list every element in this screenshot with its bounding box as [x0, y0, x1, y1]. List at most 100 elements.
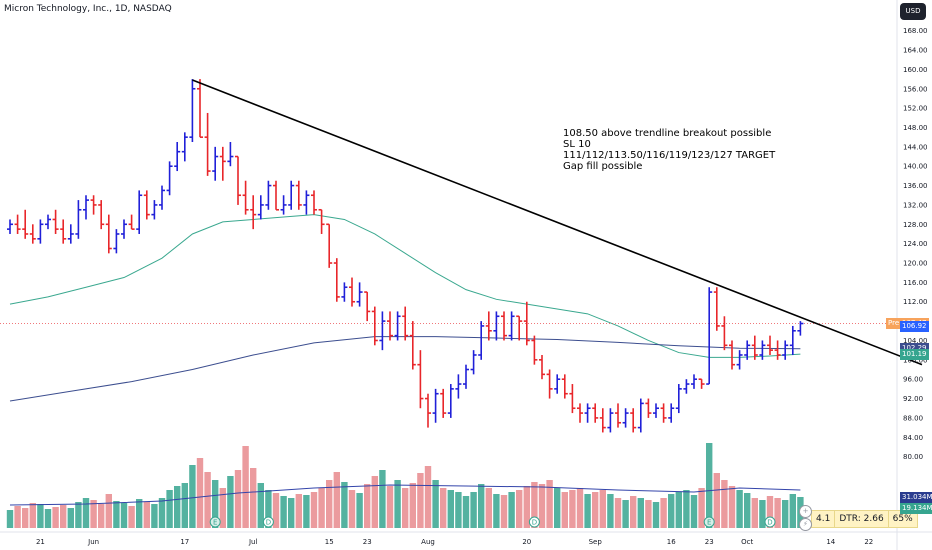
volume-tag: 31.034M: [900, 491, 932, 503]
volume-bar: [204, 472, 211, 528]
volume-bar: [675, 492, 682, 528]
volume-bar: [538, 484, 546, 528]
volume-bar: [668, 494, 675, 528]
volume-bar: [44, 509, 52, 528]
y-tick-label: 88.00: [903, 414, 923, 422]
volume-bar: [485, 488, 492, 528]
y-tick-label: 128.00: [903, 221, 928, 229]
volume-bar: [265, 490, 272, 528]
price-tag: 101.19: [900, 348, 929, 360]
volume-bar: [379, 470, 386, 528]
volume-bar: [257, 483, 264, 528]
volume-bar: [250, 468, 257, 528]
volume-bar: [447, 490, 454, 528]
x-tick-label: 23: [363, 538, 372, 546]
volume-bar: [105, 494, 112, 528]
y-tick-label: 116.00: [903, 279, 928, 287]
volume-bar: [22, 508, 29, 528]
volume-bar: [60, 505, 67, 528]
y-tick-label: 112.00: [903, 298, 928, 306]
volume-bar: [310, 492, 318, 528]
annotation-line: 111/112/113.50/116/119/123/127 TARGET: [563, 150, 776, 161]
x-tick-label: 23: [705, 538, 714, 546]
volume-bar: [409, 483, 416, 528]
volume-bar: [364, 484, 371, 528]
dividend-marker-letter: D: [266, 519, 271, 527]
volume-bar: [569, 490, 576, 528]
volume-bar: [402, 488, 409, 528]
y-tick-label: 100.00: [903, 356, 928, 364]
volume-bar: [576, 488, 584, 528]
annotation-line: SL 10: [563, 139, 591, 150]
volume-bar: [652, 502, 660, 528]
volume-bar: [584, 494, 591, 528]
volume-bar: [645, 500, 652, 528]
earnings-marker-letter: E: [707, 519, 711, 527]
y-tick-label: 164.00: [903, 47, 928, 55]
volume-bar: [318, 488, 325, 528]
volume-bar: [136, 499, 143, 528]
dividend-marker-letter: D: [532, 519, 537, 527]
volume-bar: [14, 506, 21, 528]
volume-bar: [151, 504, 158, 528]
y-tick-label: 96.00: [903, 376, 923, 384]
volume-bar: [280, 496, 287, 528]
volume-bar: [174, 486, 181, 528]
volume-bar: [622, 500, 629, 528]
volume-bar: [196, 458, 204, 528]
trendline: [192, 79, 923, 366]
atr-value: 4.1: [816, 514, 831, 524]
volume-bar: [75, 502, 82, 528]
volume-bar: [782, 500, 789, 528]
volume-bar: [424, 466, 432, 528]
volume-bar: [371, 476, 378, 528]
y-tick-label: 104.00: [903, 337, 928, 345]
annotation-line: 108.50 above trendline breakout possible: [563, 128, 772, 139]
pre-market-label: Pre: [886, 318, 902, 330]
volume-bar: [462, 496, 470, 528]
volume-bar: [432, 480, 439, 528]
volume-bar: [348, 490, 356, 528]
volume-bar: [637, 498, 644, 528]
ma-50-line: [9, 214, 801, 358]
volume-bar: [227, 476, 234, 528]
volume-bar: [508, 492, 515, 528]
volume-bar: [356, 493, 363, 528]
volume-bar: [493, 494, 500, 528]
volume-bar: [440, 488, 447, 528]
volume-bar: [630, 496, 637, 528]
volume-bar: [455, 492, 462, 528]
volume-bar: [37, 504, 44, 528]
volume-bar: [554, 488, 561, 528]
currency-button[interactable]: USD: [900, 3, 926, 20]
annotation-line: Gap fill possible: [563, 161, 643, 172]
volume-bar: [341, 482, 348, 528]
dtr-percent: 65%: [892, 514, 913, 524]
volume-bar: [6, 510, 14, 528]
event-marker: [262, 516, 274, 528]
y-tick-label: 124.00: [903, 240, 928, 248]
volume-bar: [417, 473, 424, 528]
volume-bar: [219, 488, 226, 528]
volume-bar: [166, 490, 173, 528]
volume-bar: [500, 495, 508, 528]
price-tag: 106.92: [900, 320, 929, 332]
x-tick-label: 15: [325, 538, 334, 546]
volume-bar: [143, 502, 150, 528]
volume-bar: [523, 486, 530, 528]
volume-bar: [721, 480, 728, 528]
add-plus-icon[interactable]: +: [799, 505, 812, 518]
volume-bar: [660, 498, 667, 528]
volume-bar: [67, 508, 74, 528]
volume-bar: [394, 480, 401, 528]
dtr-indicator: 4.1 DTR: 2.66 65%: [811, 510, 918, 528]
ma-200-line: [9, 336, 801, 402]
volume-bar: [128, 506, 135, 528]
volume-bar: [52, 507, 59, 528]
y-tick-label: 156.00: [903, 85, 928, 93]
volume-bar: [713, 473, 720, 528]
volume-bar: [158, 498, 166, 528]
lightning-icon[interactable]: ⚡: [799, 518, 812, 531]
